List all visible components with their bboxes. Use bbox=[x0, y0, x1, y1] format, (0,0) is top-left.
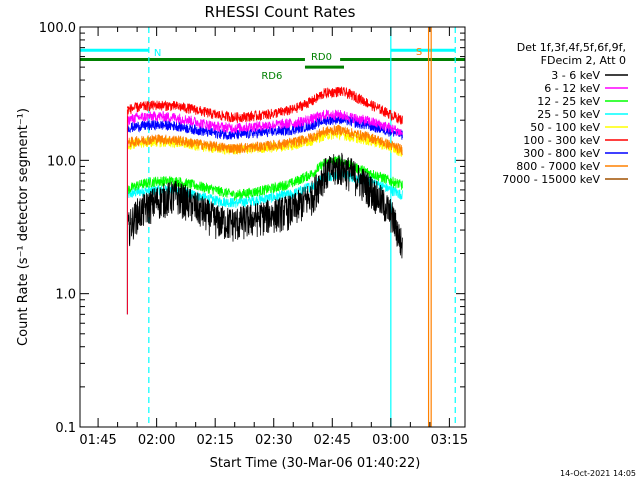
y-tick-label-3: 100.0 bbox=[39, 21, 76, 36]
legend-label-4: 50 - 100 keV bbox=[530, 121, 600, 134]
legend-label-0: 3 - 6 keV bbox=[551, 69, 600, 82]
annotation-n: N bbox=[154, 48, 161, 59]
x-tick-label-5: 03:00 bbox=[372, 433, 409, 448]
legend-label-8: 7000 - 15000 keV bbox=[502, 173, 600, 186]
x-tick-label-2: 02:15 bbox=[196, 433, 233, 448]
footer-timestamp: 14-Oct-2021 14:05 bbox=[560, 469, 636, 478]
legend-label-5: 100 - 300 keV bbox=[523, 134, 600, 147]
series-line-7 bbox=[127, 124, 403, 156]
x-tick-label-0: 01:45 bbox=[79, 433, 116, 448]
legend: Det 1f,3f,4f,5f,6f,9f, FDecim 2, Att 0 3… bbox=[502, 41, 628, 186]
legend-header-line-1: Det 1f,3f,4f,5f,6f,9f, bbox=[517, 41, 626, 54]
y-axis-label: Count Rate (s⁻¹ detector segment⁻¹) bbox=[16, 108, 31, 346]
legend-label-7: 800 - 7000 keV bbox=[516, 160, 600, 173]
annotation-rd6: RD6 bbox=[261, 71, 282, 82]
x-tick-label-4: 02:45 bbox=[314, 433, 351, 448]
y-tick-label-1: 1.0 bbox=[55, 288, 76, 303]
axis-layer: 0.1 1.0 10.0 100.0 01:45 02:00 02:15 02:30 02:45… bbox=[39, 21, 468, 448]
x-tick-label-1: 02:00 bbox=[138, 433, 175, 448]
plot-frame bbox=[79, 26, 466, 428]
chart-title: RHESSI Count Rates bbox=[205, 3, 356, 21]
series-line-0 bbox=[127, 152, 403, 259]
y-tick-label-2: 10.0 bbox=[47, 154, 76, 169]
x-axis-label: Start Time (30-Mar-06 01:40:22) bbox=[210, 456, 421, 471]
y-tick-label-0: 0.1 bbox=[55, 421, 76, 436]
data-layer: N S RD0 RD6 bbox=[80, 27, 465, 427]
legend-label-1: 6 - 12 keV bbox=[544, 82, 600, 95]
legend-label-6: 300 - 800 keV bbox=[523, 147, 600, 160]
x-tick-label-3: 02:30 bbox=[255, 433, 292, 448]
series-line-5 bbox=[127, 86, 403, 125]
legend-label-3: 25 - 50 keV bbox=[537, 108, 600, 121]
annotation-rd0: RD0 bbox=[311, 52, 332, 63]
x-tick-label-6: 03:15 bbox=[431, 433, 468, 448]
annotation-s: S bbox=[416, 47, 422, 58]
legend-label-2: 12 - 25 keV bbox=[537, 95, 600, 108]
series-line-6 bbox=[127, 114, 403, 140]
series-line-1 bbox=[127, 109, 403, 137]
legend-header-line-2: FDecim 2, Att 0 bbox=[541, 54, 626, 67]
